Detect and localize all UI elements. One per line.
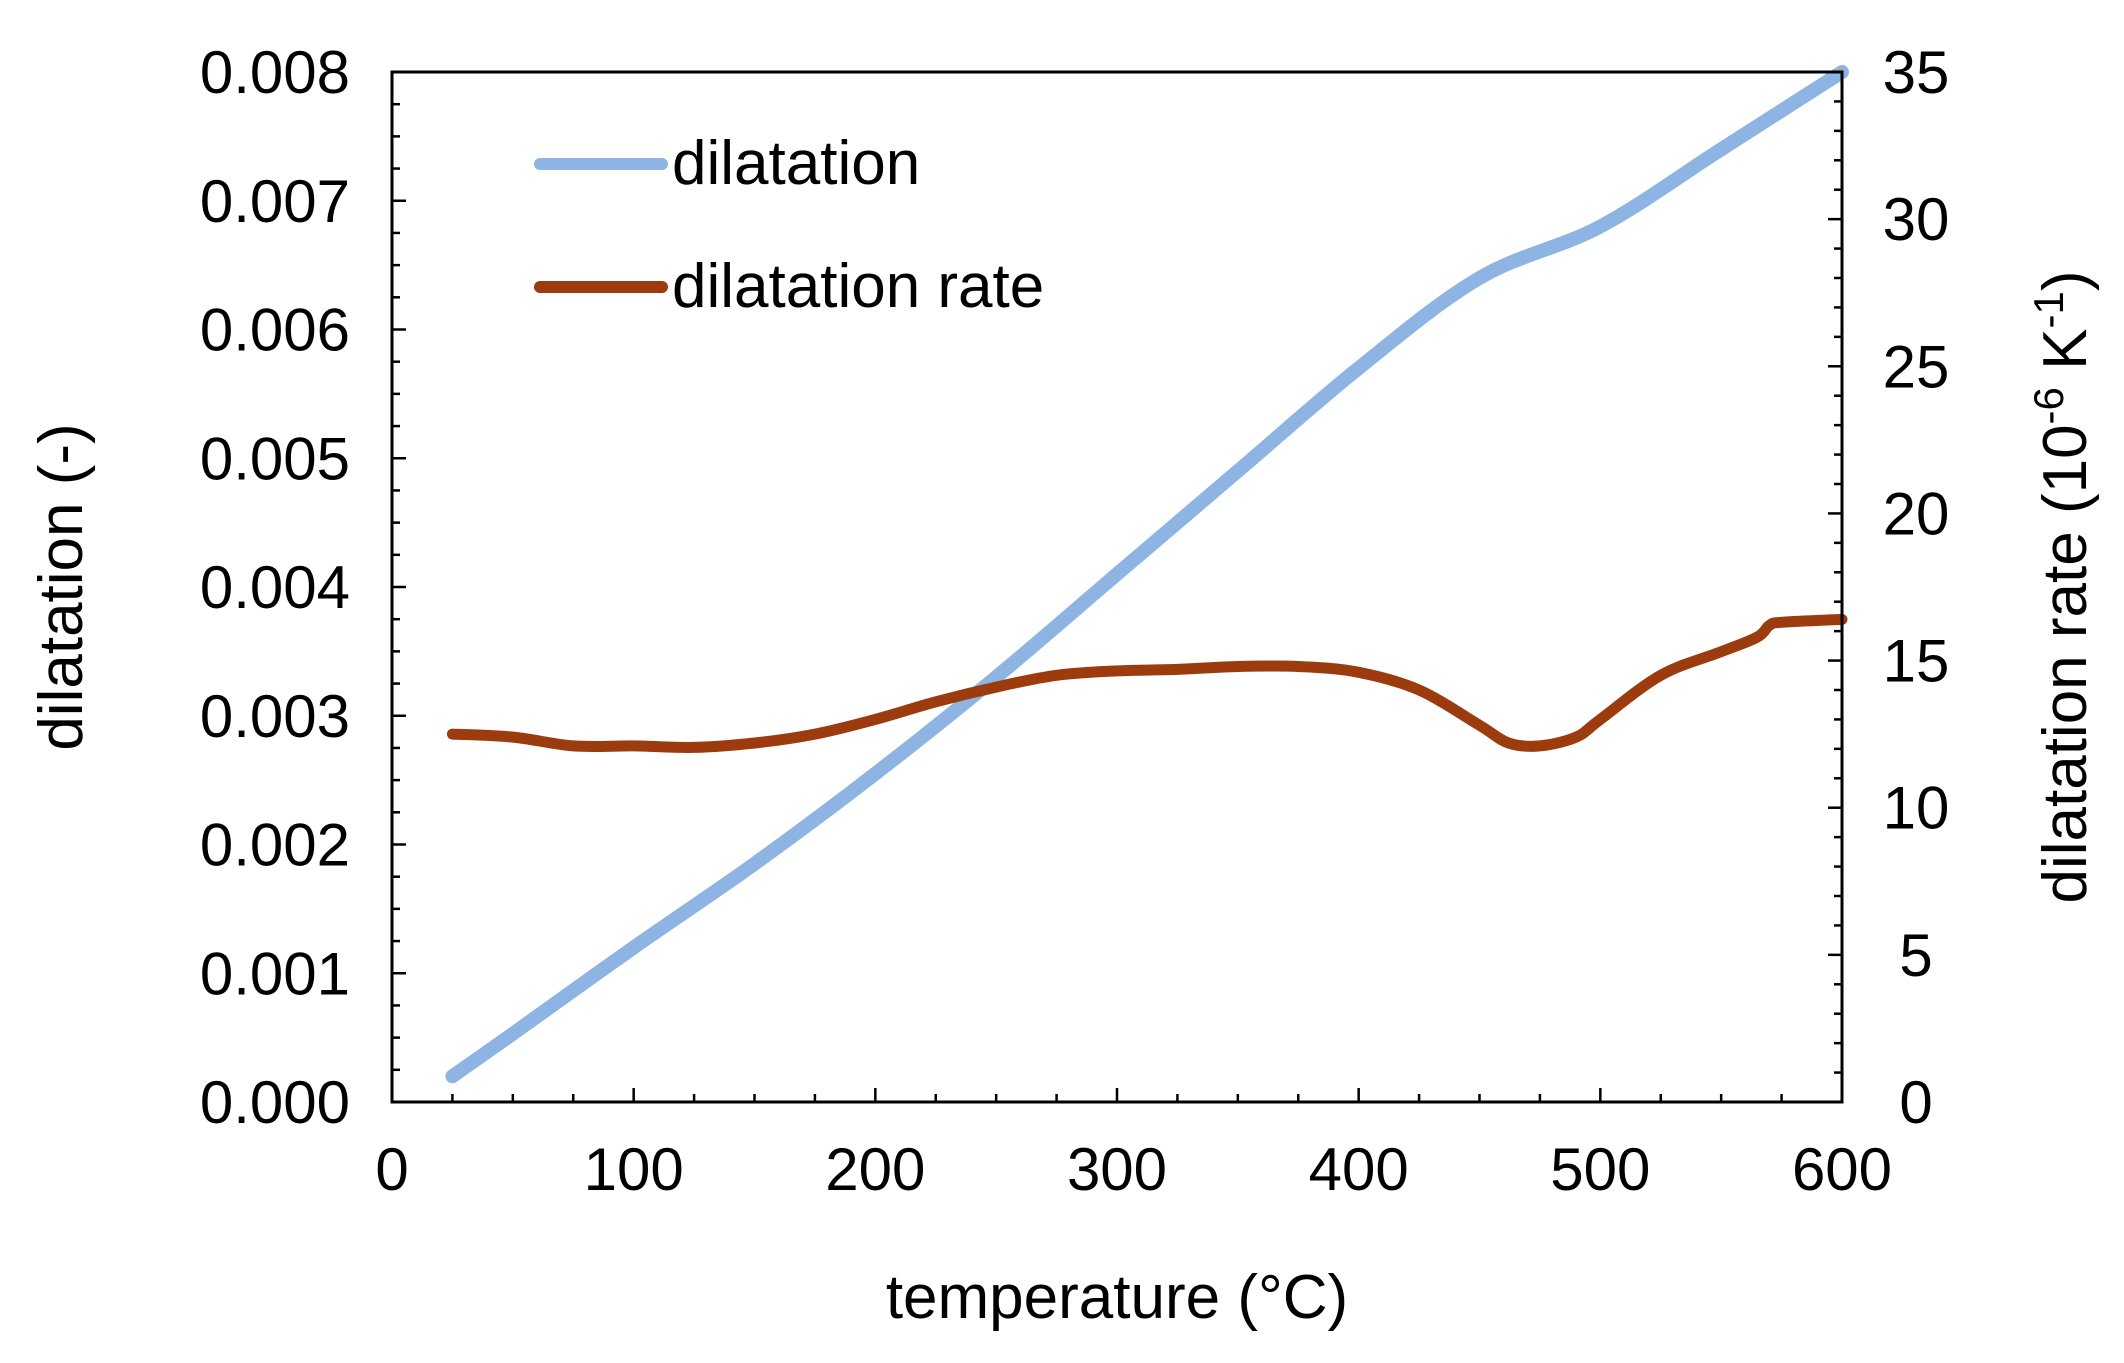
- y-tick-label: 0.003: [200, 683, 350, 750]
- y2-tick-label: 35: [1883, 39, 1950, 106]
- y2-tick-label: 30: [1883, 186, 1950, 253]
- y2-tick-label: 25: [1883, 333, 1950, 400]
- series-line-dilatation-rate: [446, 613, 1848, 753]
- x-tick-label: 500: [1550, 1136, 1650, 1203]
- y-tick-label: 0.007: [200, 168, 350, 235]
- y2-tick-label: 10: [1883, 775, 1950, 842]
- y2-axis-title-exp1: -6: [2025, 387, 2072, 424]
- y2-axis-title: dilatation rate (10-6 K-1): [2025, 270, 2101, 903]
- y2-axis-title-end: ): [2031, 270, 2100, 291]
- y-axis-title: dilatation (-): [27, 423, 96, 750]
- y-tick-label: 0.001: [200, 940, 350, 1007]
- legend-label-dilatation: dilatation: [672, 129, 920, 198]
- y2-axis-title-exp2: -1: [2025, 291, 2072, 328]
- y2-axis-title-base: dilatation rate (10: [2031, 424, 2100, 903]
- tick-labels: 0 100 200 300 400 500 6000.0000.0010.0020.0030…: [200, 39, 1950, 1203]
- x-tick-label: 600: [1792, 1136, 1892, 1203]
- x-tick-label: 0: [375, 1136, 408, 1203]
- y-tick-label: 0.005: [200, 425, 350, 492]
- y2-tick-label: 15: [1883, 628, 1950, 695]
- series-lines: [445, 65, 1849, 1084]
- x-tick-label: 400: [1309, 1136, 1409, 1203]
- y-tick-label: 0.000: [200, 1069, 350, 1136]
- x-axis-title: temperature (°C): [886, 1263, 1348, 1332]
- y-tick-label: 0.008: [200, 39, 350, 106]
- y-tick-label: 0.002: [200, 812, 350, 879]
- y2-tick-label: 0: [1899, 1069, 1932, 1136]
- x-tick-label: 200: [825, 1136, 925, 1203]
- y2-tick-label: 5: [1899, 922, 1932, 989]
- x-tick-label: 100: [584, 1136, 684, 1203]
- y2-tick-label: 20: [1883, 480, 1950, 547]
- y2-axis-title-mid: K: [2031, 328, 2100, 387]
- x-tick-label: 300: [1067, 1136, 1167, 1203]
- tick-marks: [390, 70, 1844, 1104]
- legend-label-dilatation-rate: dilatation rate: [672, 252, 1044, 321]
- y-tick-label: 0.006: [200, 297, 350, 364]
- legend: dilatation dilatation rate: [534, 129, 1044, 321]
- plot-area-frame: [390, 70, 1844, 1104]
- y-tick-label: 0.004: [200, 554, 350, 621]
- series-line-dilatation: [445, 65, 1849, 1084]
